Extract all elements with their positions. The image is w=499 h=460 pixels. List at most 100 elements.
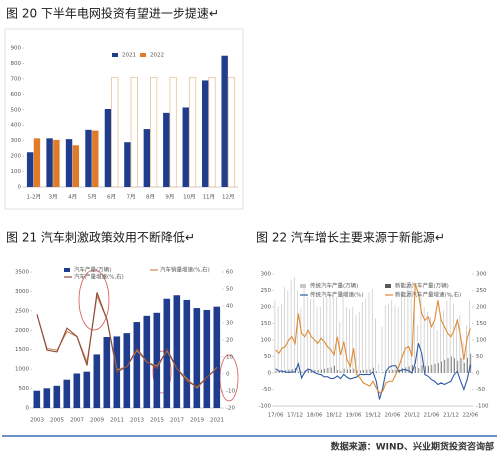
- bar: [336, 297, 337, 373]
- bar: [134, 322, 141, 408]
- legend-label: 传统汽车产量(万辆): [310, 282, 358, 290]
- legend-swatch: [385, 284, 391, 288]
- bar: [398, 307, 399, 373]
- bar: [124, 142, 130, 187]
- x-tick-label: 2009: [90, 418, 104, 424]
- y-tick-label: 0: [26, 406, 30, 412]
- bar: [367, 370, 368, 373]
- bar: [431, 365, 432, 373]
- bar: [337, 370, 338, 373]
- bar: [194, 308, 201, 408]
- x-tick-label: 21/06: [423, 413, 439, 419]
- y-tick-label: 500: [11, 107, 22, 113]
- bar: [352, 307, 353, 373]
- x-tick-label: 3月: [49, 194, 58, 201]
- legend-label: 汽车产量(万辆): [74, 266, 111, 274]
- bar: [444, 360, 445, 373]
- y-tick-label: 150: [261, 321, 272, 327]
- legend-label: 汽车销量增速(%,右): [160, 266, 210, 274]
- bar: [370, 369, 371, 373]
- x-tick-label: 2019: [190, 418, 204, 424]
- bar: [281, 304, 282, 373]
- bar: [202, 80, 208, 187]
- bar: [438, 363, 439, 373]
- x-tick-label: 4月: [68, 194, 77, 201]
- chart-title: 图 20 下半年电网投资有望进一步提速↵: [6, 6, 219, 21]
- bar: [344, 369, 345, 373]
- bar: [284, 287, 285, 373]
- bar: [402, 368, 403, 373]
- bar: [34, 138, 40, 187]
- bar: [154, 313, 161, 408]
- y2-tick-label: 50: [476, 354, 483, 360]
- y2-tick-label: 0: [226, 372, 230, 378]
- bar: [34, 391, 41, 408]
- x-tick-label: 21/12: [443, 413, 459, 419]
- bar: [466, 325, 467, 373]
- bar: [112, 77, 118, 187]
- chart-title: 图 22 汽车增长主要来源于新能源↵: [256, 230, 445, 245]
- y-tick-label: 3500: [15, 270, 29, 276]
- x-tick-label: 20/06: [385, 413, 401, 419]
- bar: [323, 297, 324, 373]
- bar: [328, 368, 329, 373]
- x-tick-label: 2013: [130, 418, 144, 424]
- y2-tick-label: 0: [476, 371, 480, 377]
- bar: [453, 304, 454, 373]
- bar: [441, 361, 442, 373]
- bar: [460, 315, 461, 373]
- bar: [375, 319, 376, 373]
- bar: [409, 366, 410, 373]
- bar: [131, 77, 137, 187]
- x-tick-label: 2017: [170, 418, 184, 424]
- bar: [189, 77, 195, 187]
- bar: [64, 380, 71, 408]
- legend-label: 2021: [122, 53, 136, 59]
- bar: [221, 56, 227, 187]
- legend-label: 传统汽车产量增速(%): [310, 291, 364, 299]
- x-tick-label: 9月: [165, 194, 174, 201]
- y-tick-label: 200: [261, 305, 272, 311]
- y-tick-label: 800: [11, 61, 22, 67]
- bar: [354, 369, 355, 373]
- bar: [307, 297, 308, 373]
- y2-tick-label: 100: [476, 338, 487, 344]
- bar: [447, 300, 448, 373]
- bar: [470, 354, 471, 373]
- bar: [372, 289, 373, 373]
- bar: [302, 372, 303, 373]
- bar: [150, 77, 156, 187]
- y-tick-label: 300: [11, 138, 22, 144]
- source-note: 数据来源：WIND、兴业期货投资咨询部: [331, 441, 494, 453]
- bar: [395, 305, 396, 373]
- bar: [461, 358, 462, 373]
- bar: [228, 77, 234, 187]
- y2-tick-label: 40: [226, 304, 233, 310]
- bar: [94, 354, 101, 408]
- y-tick-label: 0: [268, 371, 272, 377]
- x-tick-label: 11月: [203, 194, 216, 201]
- bar: [183, 107, 189, 187]
- y2-tick-label: 60: [226, 270, 233, 276]
- bar: [104, 337, 111, 408]
- y2-tick-label: 30: [226, 321, 233, 327]
- legend-label: 2022: [150, 53, 164, 59]
- y2-tick-label: 200: [476, 305, 487, 311]
- bar: [464, 363, 465, 373]
- bar: [427, 312, 428, 373]
- x-tick-label: 2005: [50, 418, 64, 424]
- bar: [54, 386, 61, 408]
- x-tick-label: 18/12: [326, 413, 342, 419]
- legend-swatch: [140, 53, 146, 57]
- y2-tick-label: 150: [476, 321, 487, 327]
- bar: [163, 113, 169, 187]
- bar: [214, 307, 221, 408]
- bar: [330, 294, 331, 373]
- bar: [365, 299, 366, 373]
- x-tick-label: 2007: [70, 418, 84, 424]
- bar: [170, 77, 176, 187]
- y-tick-label: 500: [19, 386, 30, 392]
- x-tick-label: 7月: [127, 194, 136, 201]
- legend-label: 汽车产量增速(%,右): [74, 273, 124, 281]
- x-tick-label: 17/06: [268, 413, 284, 419]
